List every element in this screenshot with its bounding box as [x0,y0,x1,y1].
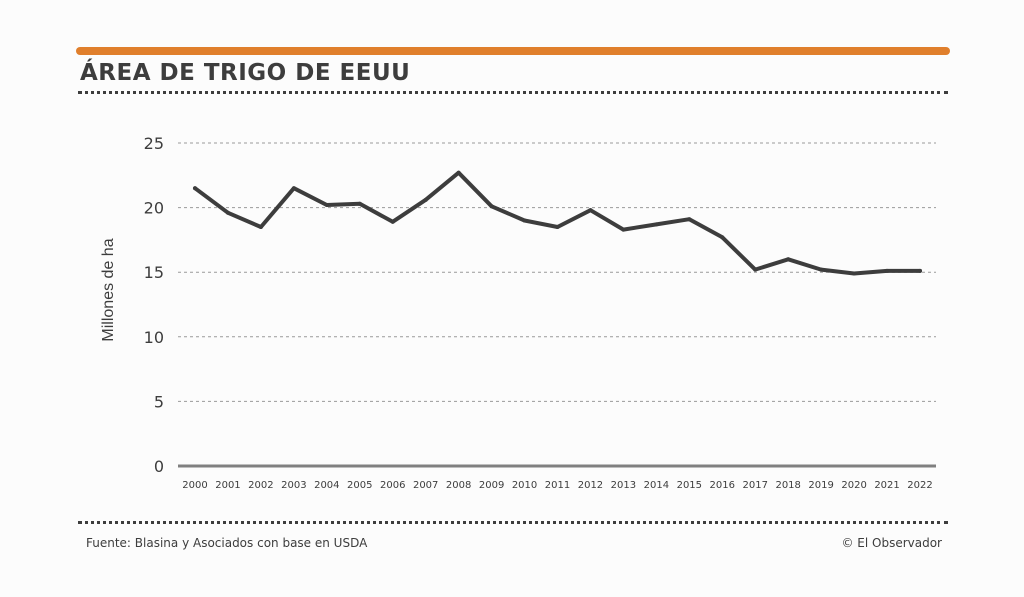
x-tick-label: 2000 [182,480,207,491]
x-tick-label: 2005 [347,480,372,491]
data-point [193,186,197,191]
x-tick-label: 2008 [446,480,471,491]
x-tick-label: 2014 [644,480,669,491]
data-point [918,268,922,273]
data-point [489,204,494,209]
x-tick-label: 2009 [479,480,504,491]
x-tick-label: 2022 [907,480,932,491]
x-tick-label: 2004 [314,480,339,491]
grid-lines [178,142,936,468]
x-tick-label: 2002 [248,480,273,491]
x-tick-label: 2013 [611,480,636,491]
x-tick-label: 2012 [578,480,603,491]
data-point [786,257,791,262]
y-axis-label: Millones de ha [100,238,117,341]
x-tick-label: 2007 [413,480,438,491]
data-point [258,224,263,229]
data-point [852,271,857,276]
data-point [753,267,758,272]
chart-title: ÁREA DE TRIGO DE EEUU [80,60,411,86]
x-tick-label: 2020 [841,480,866,491]
source-note: Fuente: Blasina y Asociados con base en … [86,536,368,550]
y-axis-ticks: 0 5 10 15 20 25 [144,134,164,476]
data-point [819,267,824,272]
x-tick-label: 2021 [874,480,899,491]
accent-bar [76,47,950,55]
x-tick-label: 2001 [215,480,240,491]
data-point [720,235,725,240]
x-axis-ticks: 2000 2001 2002 2003 2004 2005 2006 2007 2008 2009… [182,480,932,491]
data-point [588,208,593,213]
data-point [291,186,296,191]
y-tick-label: 20 [144,199,164,218]
data-point [885,268,890,273]
data-point [225,210,230,215]
y-tick-label: 0 [154,457,164,476]
data-point [555,224,560,229]
series-group [193,170,922,276]
data-point [423,197,428,202]
x-tick-label: 2011 [545,480,570,491]
x-tick-label: 2018 [775,480,800,491]
data-point [324,203,329,208]
data-point [654,222,659,227]
y-tick-label: 25 [144,134,164,153]
credit-note: © El Observador [841,536,942,550]
data-point [390,219,395,224]
x-tick-label: 2017 [743,480,768,491]
y-tick-label: 15 [144,263,164,282]
top-divider [78,91,948,94]
data-point [522,218,527,223]
y-tick-label: 5 [154,392,164,411]
y-tick-label: 10 [144,328,164,347]
data-point [456,170,461,175]
x-tick-label: 2003 [281,480,306,491]
series-line [193,170,922,276]
x-tick-label: 2019 [808,480,833,491]
data-point [687,217,692,222]
bottom-divider [78,521,948,524]
x-tick-label: 2015 [677,480,702,491]
data-point [357,201,362,206]
x-tick-label: 2010 [512,480,537,491]
data-point [621,227,626,232]
x-tick-label: 2016 [710,480,735,491]
x-tick-label: 2006 [380,480,405,491]
